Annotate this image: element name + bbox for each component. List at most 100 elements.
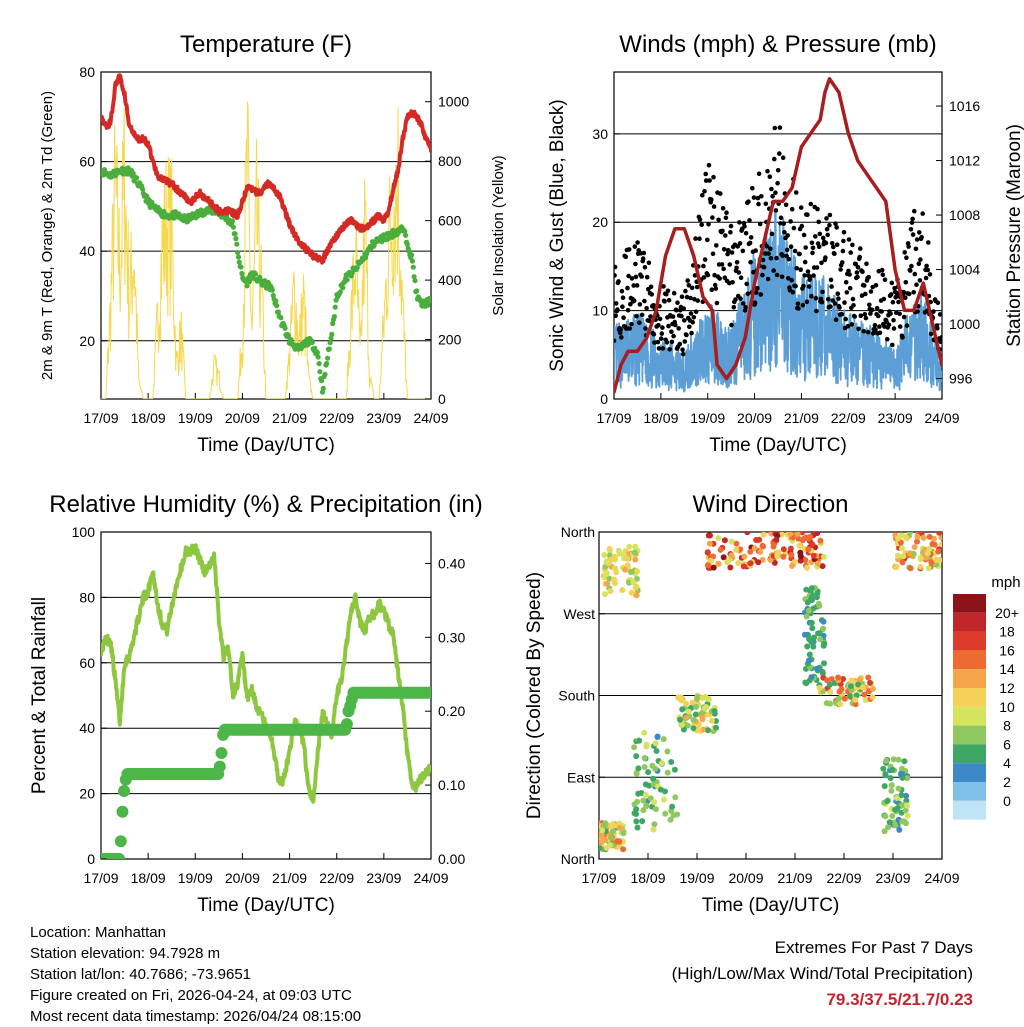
wind-chart-gust-point <box>879 309 884 314</box>
wind-chart-gust-point <box>746 199 751 204</box>
winddir-chart-direction-point <box>935 548 942 555</box>
wind-chart-gust-point <box>836 296 841 301</box>
winddir-chart-legend-swatch <box>953 612 986 632</box>
temp-chart-xtick-label: 21/09 <box>272 410 307 426</box>
wind-chart-gust-point <box>682 318 687 323</box>
winddir-chart-ytick-label: East <box>567 769 595 785</box>
winddir-chart-direction-point <box>826 681 833 688</box>
winddir-chart-direction-point <box>861 691 868 698</box>
winddir-chart-direction-point <box>652 806 659 813</box>
wind-chart-gust-point <box>793 283 798 289</box>
winddir-chart-direction-point <box>633 770 640 777</box>
wind-chart-gust-point <box>758 292 764 297</box>
rh-chart-xlabel: Time (Day/UTC) <box>197 895 335 916</box>
winddir-chart-xtick-label: 21/09 <box>777 870 812 886</box>
winddir-chart-direction-point <box>684 722 691 729</box>
winddir-chart-direction-point <box>689 699 696 706</box>
extremes-values: 79.3/37.5/21.7/0.23 <box>826 990 973 1009</box>
winddir-chart-direction-point <box>633 806 640 813</box>
wind-chart-gust-point <box>789 206 795 212</box>
winddir-chart-direction-point <box>933 561 939 568</box>
wind-chart-gust-point <box>835 291 841 297</box>
wind-chart-ytick-label: 0 <box>600 391 608 407</box>
temp-chart-dewpoint-point <box>316 361 322 367</box>
wind-chart-gust-point <box>791 225 797 231</box>
winddir-chart-legend-swatch <box>953 744 986 764</box>
winddir-chart-direction-point <box>889 813 896 819</box>
rh-chart-y2tick-label: 0.20 <box>438 703 465 719</box>
winddir-chart-direction-point <box>835 695 842 702</box>
winddir-chart-legend-swatch <box>953 631 986 651</box>
temp-chart-dewpoint-point <box>314 350 320 356</box>
winddir-chart-direction-point <box>628 569 634 575</box>
wind-chart-gust-point <box>804 299 810 305</box>
wind-chart-gust-point <box>625 285 630 291</box>
winddir-chart-direction-point <box>735 560 742 566</box>
winddir-chart-direction-point <box>611 576 617 583</box>
wind-chart-gust-point <box>908 227 914 232</box>
temp-chart-xtick-label: 18/09 <box>131 410 166 426</box>
wind-chart-gust-point <box>623 254 629 260</box>
winddir-chart-direction-point <box>601 552 608 558</box>
wind-chart-gust-point <box>841 230 847 235</box>
wind-chart-gust-point <box>912 208 917 214</box>
winddir-chart-direction-point <box>933 556 939 563</box>
winddir-chart-legend-swatch <box>953 800 986 820</box>
wind-chart-gust-point <box>798 205 804 210</box>
wind-chart-gust-point <box>674 308 679 313</box>
wind-chart-gust-point <box>722 275 728 281</box>
winddir-chart-direction-point <box>797 549 804 556</box>
winddir-chart-direction-point <box>811 634 817 641</box>
wind-chart-gust-point <box>701 263 706 269</box>
wind-chart-gust-point <box>702 257 708 262</box>
winddir-chart-legend: mph 20+ 18 16 14 12 10 8 6 4 2 0 <box>953 574 1021 820</box>
wind-chart-y2tick-label: 1008 <box>949 207 980 223</box>
winddir-chart-direction-point <box>604 580 610 587</box>
winddir-chart-direction-point <box>810 643 817 650</box>
winddir-chart-direction-point <box>757 549 764 555</box>
wind-chart-gust-point <box>850 296 856 302</box>
winddir-chart-xtick-label: 17/09 <box>581 870 616 886</box>
winddir-chart-direction-point <box>799 532 806 536</box>
winddir-chart-direction-point <box>744 532 751 536</box>
winddir-chart-direction-point <box>624 555 631 562</box>
winddir-chart-legend-swatch <box>953 688 986 707</box>
wind-chart-gust-point <box>774 255 779 261</box>
winddir-chart-direction-point <box>706 540 713 547</box>
wind-chart-gust-point <box>684 332 689 338</box>
winddir-chart-direction-point <box>668 759 675 765</box>
winddir-chart-direction-point <box>733 546 740 553</box>
wind-chart-gust-point <box>810 250 815 256</box>
wind-chart-gust-point <box>671 290 677 296</box>
temp-chart-dewpoint-point <box>229 218 236 224</box>
wind-chart-gust-point <box>897 311 902 317</box>
wind-chart-gust-point <box>778 215 784 221</box>
wind-chart-gust-point <box>614 273 617 278</box>
wind-chart-gust-point <box>664 340 670 345</box>
wind-chart-gust-point <box>664 291 669 297</box>
winddir-chart-direction-point <box>778 532 785 538</box>
winddir-chart-direction-point <box>641 764 648 770</box>
wind-chart-gust-point <box>625 308 631 313</box>
wind-chart-gust-point <box>925 267 931 273</box>
wind-chart-gust-point <box>677 341 683 347</box>
extremes-block: Extremes For Past 7 Days (High/Low/Max W… <box>672 935 973 1013</box>
wind-chart-gust-point <box>730 280 735 285</box>
winddir-chart-direction-point <box>672 794 679 801</box>
wind-chart-gust-point <box>866 274 871 280</box>
winddir-chart-legend-label: 0 <box>1003 793 1011 809</box>
winddir-chart-direction-point <box>787 545 794 552</box>
wind-chart-gust-point <box>772 125 778 131</box>
winddir-chart-direction-point <box>664 769 671 776</box>
temp-chart-dewpoint-point <box>412 278 418 284</box>
winddir-chart-direction-point <box>901 758 908 765</box>
wind-chart-gust-point <box>763 201 769 207</box>
winddir-chart-direction-point <box>634 798 641 805</box>
winddir-chart-direction-point <box>661 796 667 803</box>
winddir-chart-direction-point <box>896 826 903 833</box>
temp-chart-ylabel: 2m & 9m T (Red, Orange) & 2m Td (Green) <box>39 91 56 380</box>
winddir-chart-legend-title: mph <box>991 574 1020 591</box>
wind-chart-gust-point <box>890 342 895 348</box>
wind-chart-gust-point <box>915 309 920 314</box>
winddir-chart-direction-point <box>612 565 619 572</box>
